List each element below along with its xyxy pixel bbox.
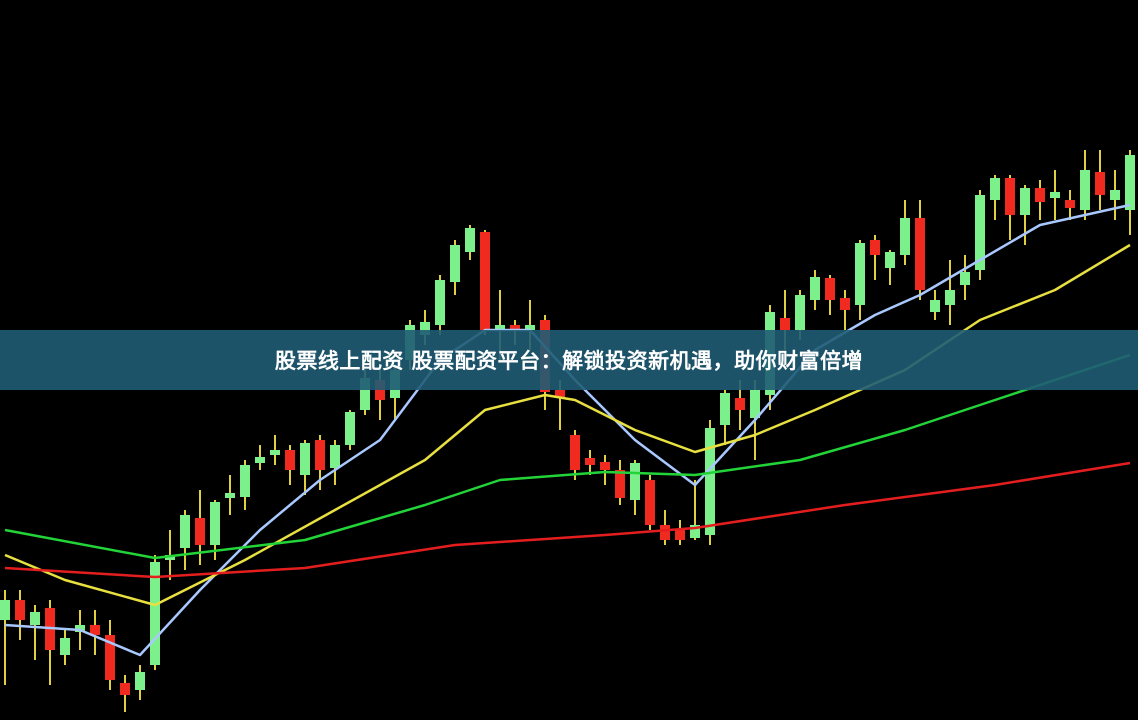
candle-down [645, 480, 655, 525]
candle-up [150, 562, 160, 665]
candle-down [735, 398, 745, 410]
candle-down [555, 390, 565, 398]
candle-up [420, 322, 430, 335]
candle-down [660, 525, 670, 540]
candle-up [720, 393, 730, 425]
candle-down [1035, 188, 1045, 202]
candle-up [495, 325, 505, 330]
candle-down [825, 278, 835, 300]
candle-down [480, 232, 490, 330]
candle-up [345, 412, 355, 445]
candle-up [270, 450, 280, 455]
candle-up [810, 277, 820, 300]
candle-up [975, 195, 985, 270]
candle-up [1050, 192, 1060, 198]
moving-average-line-4 [4, 461, 1131, 579]
candle-down [105, 635, 115, 680]
candle-up [750, 390, 760, 418]
candle-up [75, 625, 85, 632]
candle-up [450, 245, 460, 282]
candle-down [1005, 178, 1015, 215]
candle-down [585, 458, 595, 465]
candle-up [165, 555, 175, 560]
title-banner: 股票线上配资 股票配资平台：解锁投资新机遇，助你财富倍增 [0, 330, 1138, 390]
candle-down [315, 440, 325, 470]
candle-up [525, 325, 535, 330]
candle-up [1125, 155, 1135, 210]
candle-down [780, 318, 790, 330]
candle-down [675, 530, 685, 540]
candle-up [1080, 170, 1090, 210]
candle-up [465, 228, 475, 252]
candle-down [285, 450, 295, 470]
candle-up [30, 612, 40, 625]
candle-up [240, 465, 250, 497]
candle-down [375, 380, 385, 400]
candle-up [255, 457, 265, 463]
candle-down [615, 470, 625, 498]
candle-down [915, 218, 925, 290]
candle-down [90, 625, 100, 635]
candle-up [435, 280, 445, 325]
candle-up [990, 178, 1000, 200]
candle-down [600, 462, 610, 470]
candle-down [195, 518, 205, 545]
candle-up [690, 525, 700, 538]
candle-up [300, 443, 310, 475]
candle-down [1095, 172, 1105, 195]
candle-up [795, 295, 805, 330]
candle-up [1110, 190, 1120, 200]
candle-up [885, 252, 895, 268]
moving-average-line-2 [4, 243, 1131, 607]
banner-title: 股票线上配资 股票配资平台：解锁投资新机遇，助你财富倍增 [274, 349, 864, 373]
candle-up [60, 638, 70, 655]
candle-up [135, 672, 145, 690]
candle-up [1020, 188, 1030, 215]
candle-up [900, 218, 910, 255]
candle-down [570, 435, 580, 470]
candle-up [210, 502, 220, 545]
candle-up [330, 445, 340, 468]
candle-up [225, 493, 235, 498]
candle-up [360, 378, 370, 410]
candle-up [180, 515, 190, 548]
candle-down [840, 298, 850, 310]
candle-up [855, 243, 865, 305]
candle-down [120, 683, 130, 695]
candle-down [1065, 200, 1075, 208]
candle-up [930, 300, 940, 312]
candle-down [510, 325, 520, 330]
candle-up [630, 463, 640, 500]
candle-up [960, 272, 970, 285]
moving-average-line-3 [4, 353, 1131, 560]
candle-down [15, 600, 25, 620]
candle-up [705, 428, 715, 535]
candle-up [0, 600, 10, 620]
candle-down [870, 240, 880, 255]
candle-up [945, 290, 955, 305]
